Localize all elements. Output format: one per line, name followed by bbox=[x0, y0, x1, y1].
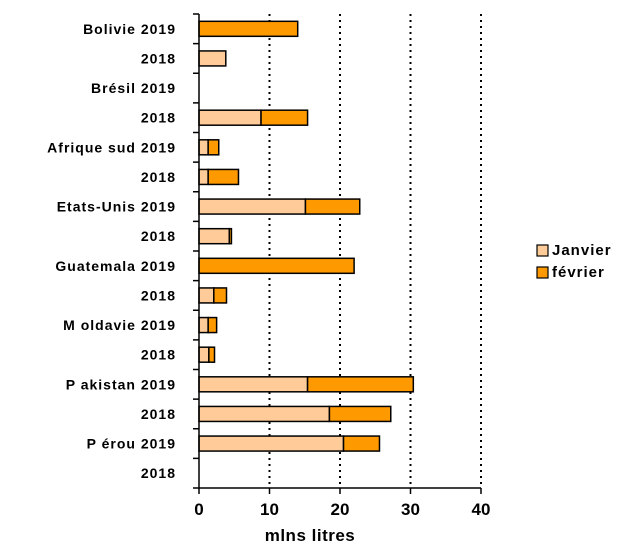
category-label: 2018 bbox=[141, 228, 176, 244]
x-tick-label: 10 bbox=[260, 500, 279, 519]
bar-Janvier-3 bbox=[198, 109, 262, 126]
category-labels: Bolivie 2019 2018 Brésil 2019 2018 Afrique s… bbox=[47, 21, 176, 481]
bars bbox=[198, 20, 415, 452]
category-label: 2018 bbox=[141, 287, 176, 303]
bar-Janvier-1 bbox=[198, 50, 227, 67]
bar-février-14 bbox=[342, 435, 381, 452]
x-axis-title: mlns litres bbox=[265, 526, 356, 545]
category-label: 2018 bbox=[141, 50, 176, 66]
bar-Janvier-13 bbox=[198, 405, 331, 423]
bar-février-3 bbox=[260, 109, 309, 126]
category-label: Afrique sud 2019 bbox=[47, 139, 176, 155]
category-label: Brésil 2019 bbox=[91, 80, 176, 96]
category-label: P érou 2019 bbox=[87, 436, 176, 452]
bar-février-13 bbox=[328, 405, 392, 423]
category-label: 2018 bbox=[141, 110, 176, 126]
bar-Janvier-10 bbox=[198, 316, 209, 334]
bar-Janvier-7 bbox=[198, 227, 231, 245]
bar-février-5 bbox=[207, 168, 240, 186]
category-label: 2018 bbox=[141, 406, 176, 422]
x-tick-label: 0 bbox=[194, 500, 203, 519]
bar-Janvier-14 bbox=[198, 435, 345, 452]
x-tick-label: 20 bbox=[331, 500, 350, 519]
category-label: 2018 bbox=[141, 347, 176, 363]
category-label: Bolivie 2019 bbox=[83, 21, 176, 37]
bar-février-10 bbox=[207, 316, 218, 334]
bar-février-12 bbox=[306, 376, 415, 393]
bar-Janvier-9 bbox=[198, 287, 215, 304]
x-tick-labels: 0 10 20 30 40 bbox=[194, 500, 490, 519]
bar-Janvier-4 bbox=[198, 139, 209, 156]
bar-Janvier-5 bbox=[198, 168, 209, 186]
category-label: 2018 bbox=[141, 465, 176, 481]
legend-label: février bbox=[552, 264, 605, 281]
legend: Janvier février bbox=[536, 242, 612, 281]
bar-février-7 bbox=[228, 227, 233, 245]
legend-swatch-Janvier bbox=[536, 244, 549, 257]
bar-Janvier-11 bbox=[198, 346, 210, 363]
bar-février-11 bbox=[208, 346, 216, 363]
legend-swatch-février bbox=[536, 266, 549, 279]
category-label: Etats-Unis 2019 bbox=[57, 199, 176, 215]
bar-Janvier-12 bbox=[198, 376, 309, 393]
category-label: 2018 bbox=[141, 169, 176, 185]
x-tick-label: 30 bbox=[401, 500, 420, 519]
bar-février-9 bbox=[213, 287, 228, 304]
category-label: M oldavie 2019 bbox=[63, 317, 176, 333]
category-label: Guatemala 2019 bbox=[55, 258, 176, 274]
bar-février-4 bbox=[207, 139, 220, 156]
bar-février-8 bbox=[198, 257, 355, 275]
gridlines bbox=[268, 14, 482, 488]
category-label: P akistan 2019 bbox=[66, 376, 176, 392]
bar-février-0 bbox=[198, 20, 299, 38]
bar-février-6 bbox=[304, 198, 361, 215]
legend-label: Janvier bbox=[552, 242, 612, 259]
bar-Janvier-6 bbox=[198, 198, 307, 215]
axes bbox=[193, 13, 482, 494]
x-tick-label: 40 bbox=[472, 500, 491, 519]
